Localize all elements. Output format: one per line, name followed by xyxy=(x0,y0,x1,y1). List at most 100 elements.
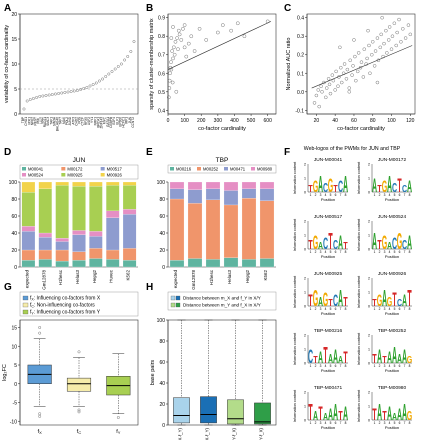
logo-letter: A xyxy=(387,404,392,425)
x-tick-label: 8 xyxy=(345,307,347,311)
data-point xyxy=(364,62,368,66)
logo-title: TBP-M00980 xyxy=(378,385,407,391)
logo-letter: T xyxy=(372,406,376,424)
x-tick-label: 7 xyxy=(404,307,406,311)
y-tick-label: 20 xyxy=(159,248,165,254)
x-tick-label: 4 xyxy=(325,307,327,311)
logo-letter: C xyxy=(333,238,338,253)
data-point xyxy=(69,90,73,93)
logo-letter: T xyxy=(333,183,338,195)
x-tick-label: 5 xyxy=(394,193,396,197)
data-point xyxy=(57,92,60,95)
x-tick-label: CHD1 xyxy=(24,117,28,126)
logo-letter: A xyxy=(372,176,377,197)
logo-letter: C xyxy=(402,183,407,195)
legend-swatch xyxy=(175,302,181,308)
logo-letter: A xyxy=(343,404,348,425)
x-tick-label: 3 xyxy=(384,193,386,197)
x-tick-label: 4 xyxy=(325,364,327,368)
y-axis-label: Information content xyxy=(357,389,361,422)
logo-letter: G xyxy=(313,286,318,312)
data-point xyxy=(101,77,104,81)
x-tick-label: MYC xyxy=(103,116,107,124)
legend-swatch xyxy=(197,167,201,171)
y-tick-label: 0.4 xyxy=(297,16,304,22)
data-point xyxy=(91,83,95,86)
legend-swatch xyxy=(22,167,26,171)
y-axis-label: Information content xyxy=(293,161,297,194)
x-tick-label: 4 xyxy=(389,307,391,311)
panel-d-stacked-bar: JUN M00041 M00172 M00517 M00524 M00925 M00926 0… xyxy=(9,157,139,290)
y-axis-label: Information content xyxy=(357,218,361,251)
data-point xyxy=(326,77,331,81)
y-tick-label: 2 xyxy=(368,220,370,224)
legend-swatch xyxy=(61,173,66,177)
y-tick-label: 1 xyxy=(304,234,306,238)
data-point xyxy=(375,36,380,40)
data-point xyxy=(385,51,389,55)
bar-segment xyxy=(122,260,137,268)
data-point xyxy=(325,86,329,90)
y-tick-label: 0.3 xyxy=(297,34,304,40)
data-point xyxy=(368,71,372,75)
data-point xyxy=(336,84,340,88)
x-tick-label: 6 xyxy=(399,307,401,311)
y-tick-label: 60 xyxy=(159,214,165,220)
x-tick-label: RAD21 xyxy=(43,117,47,128)
data-point xyxy=(41,94,45,98)
data-point xyxy=(132,40,136,43)
x-tick-label: 8 xyxy=(345,364,347,368)
legend-label: Distance between m_Y and f_X in X/Y xyxy=(183,303,261,308)
x-tick-label: 8 xyxy=(409,307,411,311)
x-tick-label: BHLHE40 xyxy=(56,117,60,131)
y-tick-label: 0.6 xyxy=(158,71,165,77)
x-tick-label: 5 xyxy=(330,307,332,311)
x-tick-label: 4 xyxy=(325,421,327,425)
bar-segment xyxy=(72,230,86,235)
bar-segment xyxy=(72,181,86,187)
logo-letter: T xyxy=(308,238,313,253)
data-point xyxy=(63,91,67,94)
data-point xyxy=(316,88,320,92)
logo-title: JUN-M00925 xyxy=(314,271,343,277)
data-point xyxy=(235,21,240,26)
data-point xyxy=(54,92,57,96)
bar-segment xyxy=(72,260,86,268)
bar-segment xyxy=(89,248,103,259)
bar-segment xyxy=(122,185,137,210)
panel-f-logos: Web-logos of the PWMs for JUN and TBP JUN… xyxy=(293,146,412,430)
data-point xyxy=(372,64,377,68)
panel-label-c: C xyxy=(284,3,291,14)
legend-swatch xyxy=(22,309,29,315)
x-tick-label: 3 xyxy=(320,250,322,254)
bar-segment xyxy=(38,249,52,260)
x-tick-label: fY xyxy=(116,429,121,435)
bar-segment xyxy=(241,188,257,199)
x-tick-label: 6 xyxy=(335,250,337,254)
x-tick-label: TBP xyxy=(21,117,25,123)
logo-letter: G xyxy=(313,233,318,254)
data-point xyxy=(330,73,335,77)
logo-letter: A xyxy=(323,411,328,423)
logo-letter: A xyxy=(397,406,402,424)
data-point xyxy=(120,62,123,66)
legend-label: M00471 xyxy=(230,166,246,171)
x-tick-label: 80 xyxy=(370,118,376,124)
data-point xyxy=(176,47,180,51)
outlier-point xyxy=(116,416,120,419)
x-tick-label: 2 xyxy=(379,250,381,254)
data-point xyxy=(340,80,344,85)
x-tick-label: 3 xyxy=(384,250,386,254)
x-tick-label: 2 xyxy=(315,250,317,254)
x-tick-label: 2 xyxy=(315,364,317,368)
data-point xyxy=(403,36,408,40)
legend-box xyxy=(167,164,277,174)
y-tick-label: 2 xyxy=(304,163,306,167)
logo-letter: C xyxy=(402,238,407,253)
bar-segment xyxy=(38,237,52,251)
x-tick-label: 6 xyxy=(335,364,337,368)
logo-letter: A xyxy=(377,347,382,368)
data-point xyxy=(173,39,178,44)
x-tick-label: CHD2 xyxy=(74,117,78,126)
x-tick-label: 3 xyxy=(384,307,386,311)
